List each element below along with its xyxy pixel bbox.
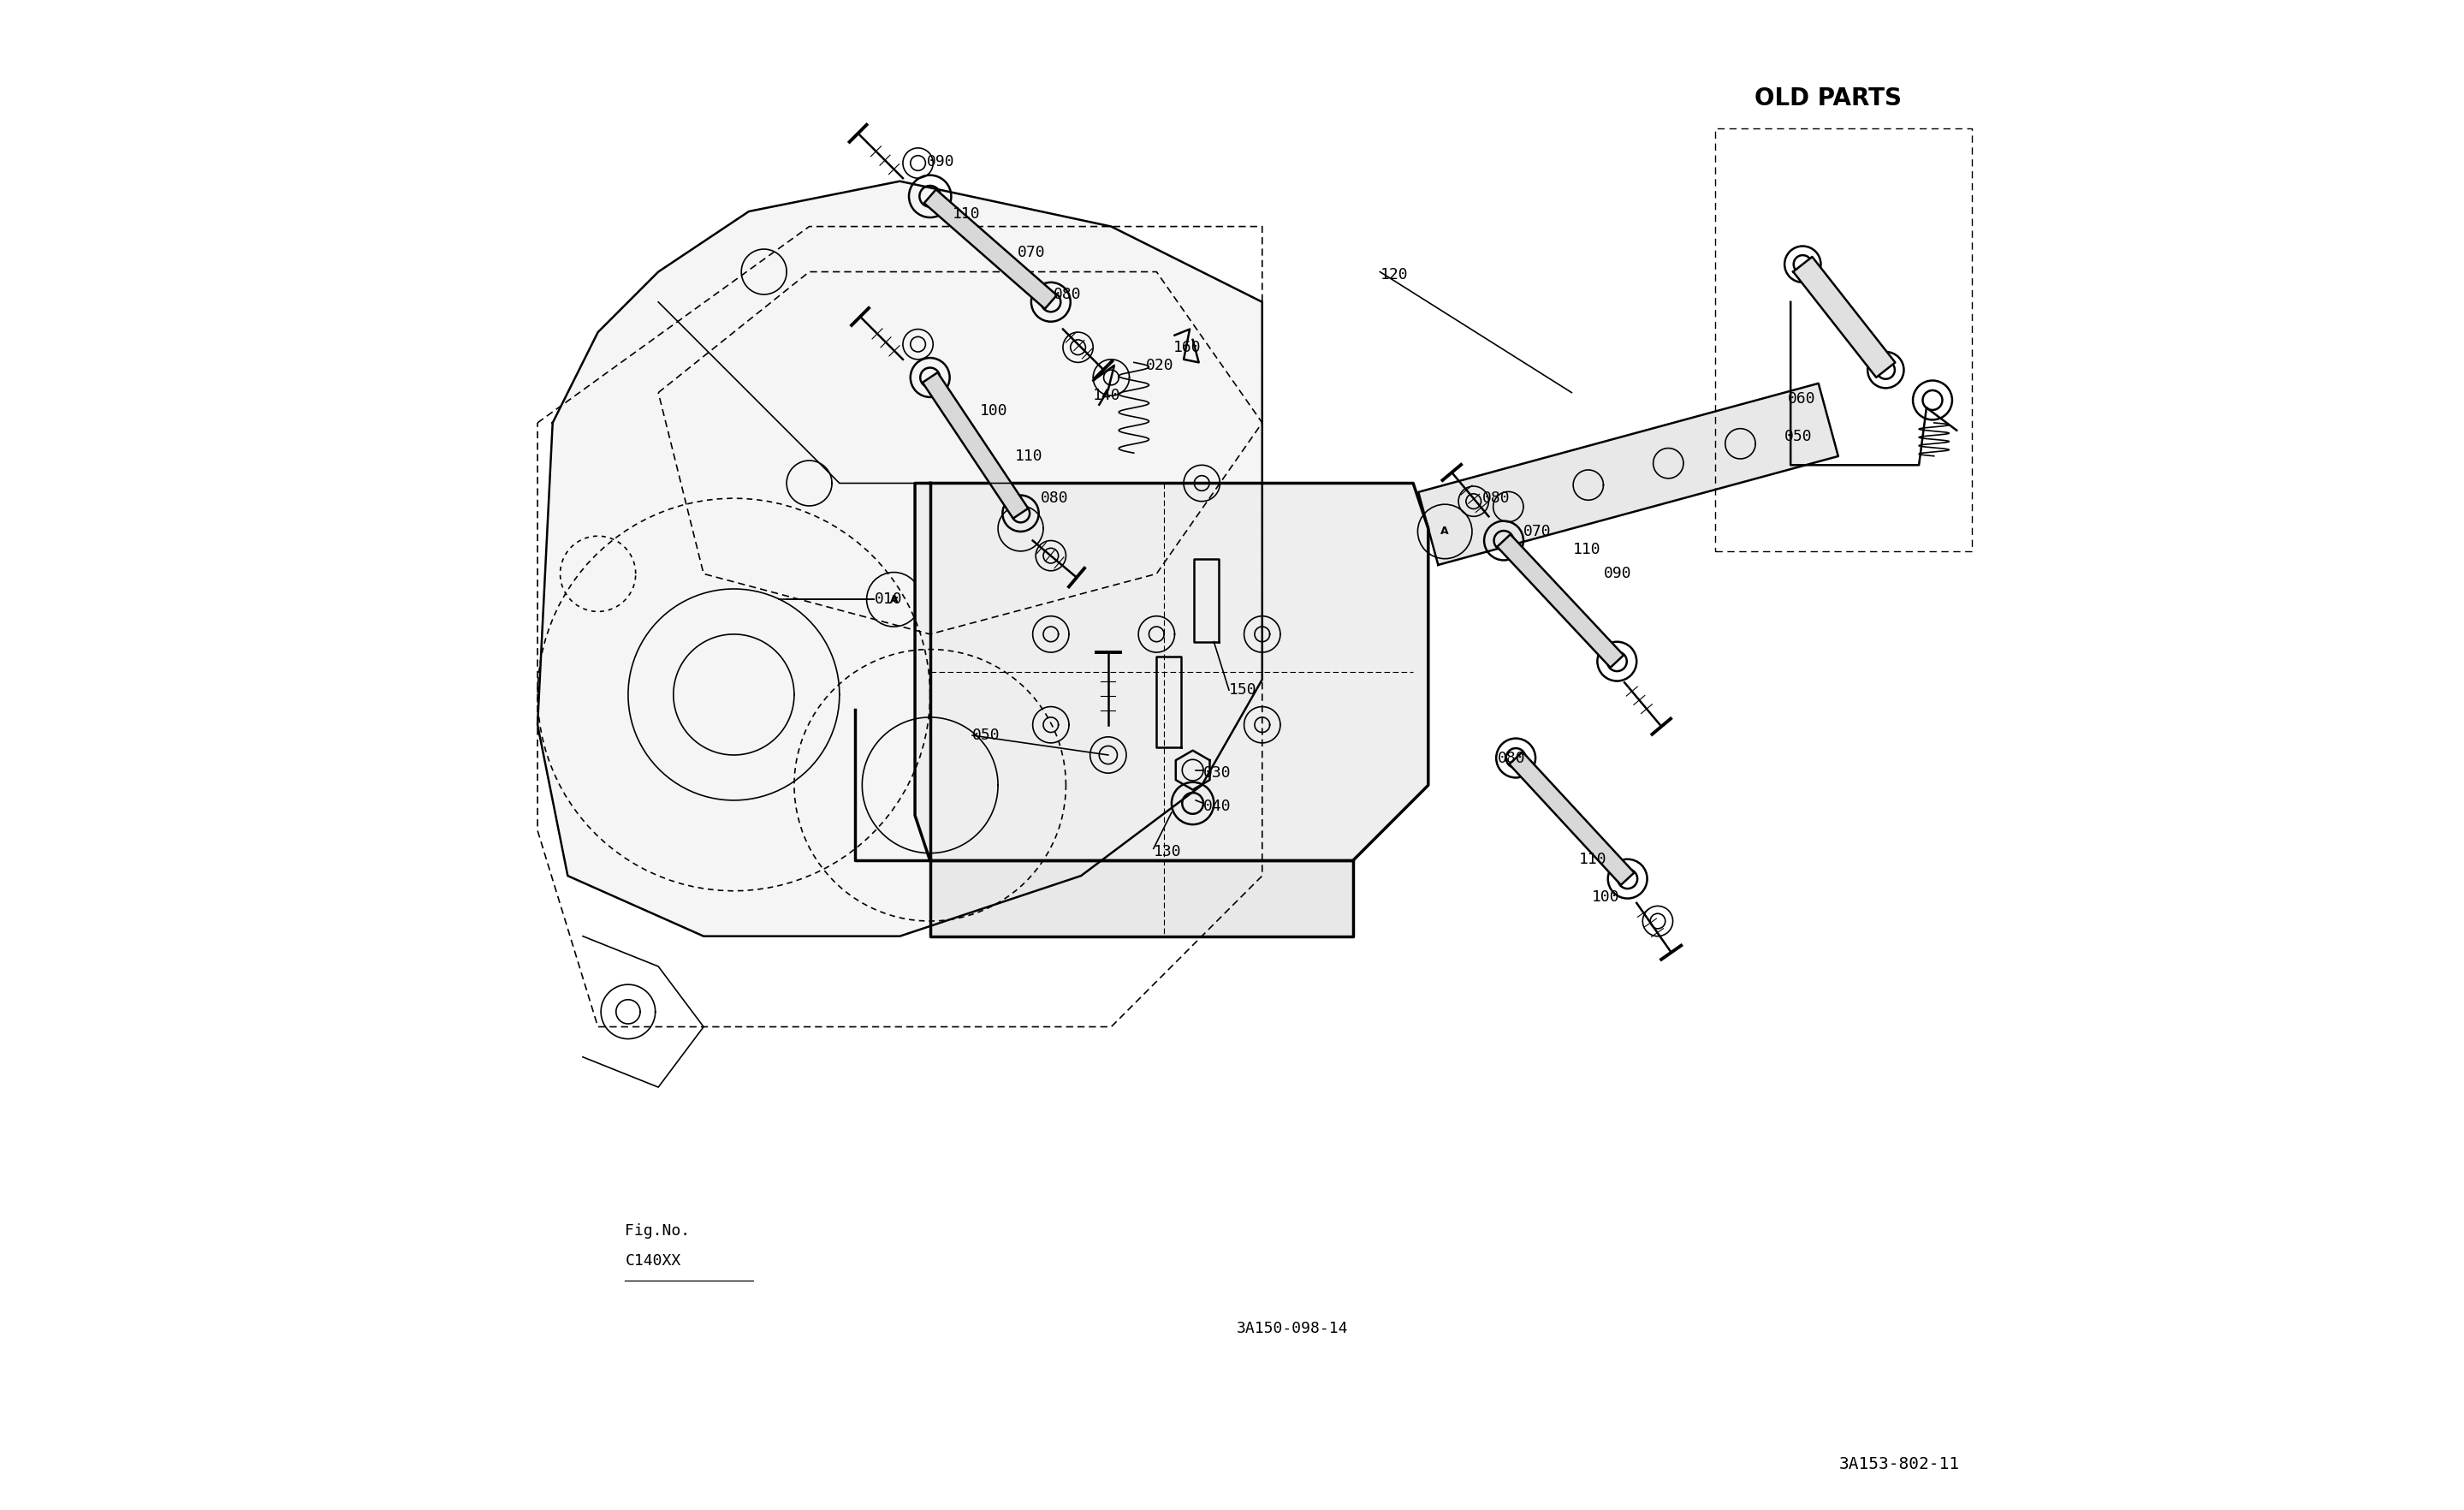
Text: 100: 100 xyxy=(1592,889,1619,904)
Polygon shape xyxy=(1508,752,1634,885)
Text: 070: 070 xyxy=(1018,245,1045,260)
Text: 080: 080 xyxy=(1483,491,1510,506)
Text: 120: 120 xyxy=(1380,267,1407,282)
Text: 030: 030 xyxy=(1202,766,1232,781)
Polygon shape xyxy=(914,483,1429,861)
Text: 050: 050 xyxy=(1784,429,1814,444)
Text: 080: 080 xyxy=(1055,287,1082,302)
Text: 130: 130 xyxy=(1153,844,1180,859)
Text: 140: 140 xyxy=(1094,388,1121,403)
Polygon shape xyxy=(1498,535,1624,667)
Text: 110: 110 xyxy=(954,207,981,222)
Polygon shape xyxy=(924,189,1057,310)
Text: 3A150-098-14: 3A150-098-14 xyxy=(1237,1321,1348,1336)
Text: 3A153-802-11: 3A153-802-11 xyxy=(1838,1456,1959,1472)
Text: OLD PARTS: OLD PARTS xyxy=(1754,86,1902,110)
Polygon shape xyxy=(537,181,1262,936)
Text: 160: 160 xyxy=(1173,340,1200,355)
Polygon shape xyxy=(922,373,1027,518)
Text: 100: 100 xyxy=(981,403,1008,418)
Text: 090: 090 xyxy=(926,154,956,169)
Text: Fig.No.: Fig.No. xyxy=(626,1223,690,1238)
Polygon shape xyxy=(1419,384,1838,565)
Text: 110: 110 xyxy=(1572,542,1602,557)
Text: 050: 050 xyxy=(973,728,1000,743)
Text: 040: 040 xyxy=(1202,799,1232,814)
Text: 110: 110 xyxy=(1579,852,1607,867)
Polygon shape xyxy=(1794,257,1895,378)
Text: 010: 010 xyxy=(875,592,902,607)
Text: 060: 060 xyxy=(1786,391,1816,406)
Text: 020: 020 xyxy=(1146,358,1173,373)
Text: 090: 090 xyxy=(1604,566,1631,581)
Text: 080: 080 xyxy=(1498,750,1525,766)
Polygon shape xyxy=(929,861,1353,936)
Text: A: A xyxy=(890,593,897,606)
Text: 080: 080 xyxy=(1040,491,1069,506)
Text: 110: 110 xyxy=(1015,448,1042,464)
Text: C140XX: C140XX xyxy=(626,1253,680,1268)
Text: 150: 150 xyxy=(1230,683,1257,698)
Text: A: A xyxy=(1441,525,1449,538)
Text: 070: 070 xyxy=(1523,524,1552,539)
